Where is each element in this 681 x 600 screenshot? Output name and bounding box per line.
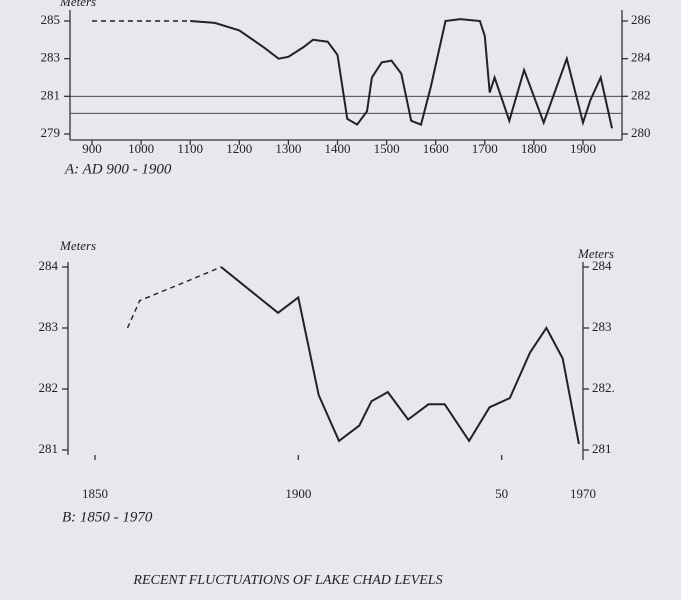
y-axis-label: Meters bbox=[59, 0, 96, 9]
x-tick-label: 1900 bbox=[570, 141, 596, 156]
caption: B: 1850 - 1970 bbox=[62, 509, 153, 525]
y2-tick-label: 281 bbox=[592, 441, 612, 456]
y-tick-label: 284 bbox=[39, 258, 59, 273]
x-tick-label: 1200 bbox=[226, 141, 252, 156]
y-tick-label: 279 bbox=[41, 125, 61, 140]
x-tick-label: 900 bbox=[82, 141, 102, 156]
y-axis-label: Meters bbox=[59, 238, 96, 253]
y-tick-label: 281 bbox=[41, 87, 61, 102]
caption: A: AD 900 - 1900 bbox=[64, 161, 172, 177]
x-tick-label: 1600 bbox=[423, 141, 449, 156]
figure-title: RECENT FLUCTUATIONS OF LAKE CHAD LEVELS bbox=[132, 573, 442, 588]
y2-tick-label: 284 bbox=[592, 258, 612, 273]
x-tick-label: 1000 bbox=[128, 141, 154, 156]
y2-tick-label: 280 bbox=[631, 125, 651, 140]
x-tick-label: 1800 bbox=[521, 141, 547, 156]
x-tick-label: 1300 bbox=[275, 141, 301, 156]
x-tick-label: 1850 bbox=[82, 486, 108, 501]
data-line bbox=[126, 266, 222, 329]
y2-axis-label: Meters bbox=[577, 246, 614, 261]
y2-tick-label: 286 bbox=[631, 12, 651, 27]
y-tick-label: 281 bbox=[39, 441, 59, 456]
data-line bbox=[220, 266, 580, 445]
x-tick-label: 1500 bbox=[374, 141, 400, 156]
y-tick-label: 285 bbox=[41, 12, 61, 27]
y2-tick-label: 284 bbox=[631, 50, 651, 65]
x-tick-label: 50 bbox=[495, 486, 508, 501]
y-tick-label: 283 bbox=[41, 50, 61, 65]
x-tick-label: 1700 bbox=[472, 141, 498, 156]
x-tick-label: 1970 bbox=[570, 486, 596, 501]
x-tick-label: 1900 bbox=[285, 486, 311, 501]
data-line bbox=[190, 18, 613, 129]
y-tick-label: 283 bbox=[39, 319, 59, 334]
y2-tick-label: 282 bbox=[631, 87, 651, 102]
x-tick-label: 1400 bbox=[325, 141, 351, 156]
y2-tick-label: 282. bbox=[592, 380, 615, 395]
x-tick-label: 1100 bbox=[177, 141, 203, 156]
y-tick-label: 282 bbox=[39, 380, 59, 395]
y2-tick-label: 283 bbox=[592, 319, 612, 334]
